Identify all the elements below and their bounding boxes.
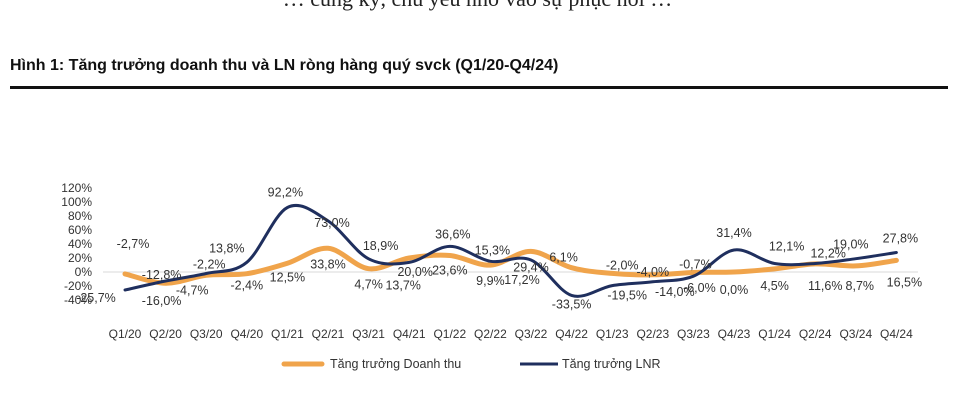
x-tick-label: Q3/22 (515, 327, 548, 341)
data-label-net-profit: -25,7% (76, 291, 116, 305)
x-tick-label: Q2/21 (312, 327, 345, 341)
data-label-revenue: 16,5% (887, 275, 922, 289)
data-label-net-profit: 31,4% (716, 226, 751, 240)
y-tick-label: 120% (61, 181, 92, 195)
x-tick-label: Q1/24 (758, 327, 791, 341)
data-label-net-profit: -6,0% (683, 281, 716, 295)
x-tick-label: Q1/22 (433, 327, 466, 341)
data-label-net-profit: 27,8% (883, 232, 918, 246)
x-tick-label: Q2/23 (636, 327, 669, 341)
x-tick-label: Q4/21 (393, 327, 426, 341)
data-label-net-profit: -2,2% (193, 258, 226, 272)
data-label-net-profit: -14,0% (655, 285, 695, 299)
x-tick-label: Q1/21 (271, 327, 304, 341)
top-text-fragment: … cùng kỳ, chủ yếu nhờ vào sự phục hồi … (0, 0, 955, 16)
data-label-revenue: 12,5% (270, 270, 305, 284)
data-label-revenue: 11,6% (808, 279, 843, 293)
data-label-revenue: -4,0% (636, 265, 669, 279)
x-tick-label: Q4/24 (880, 327, 913, 341)
x-tick-label: Q3/23 (677, 327, 710, 341)
data-label-revenue: -0,7% (679, 257, 712, 271)
x-tick-label: Q2/20 (149, 327, 182, 341)
y-tick-label: 40% (68, 237, 92, 251)
x-tick-label: Q3/21 (352, 327, 385, 341)
data-label-revenue: 20,0% (397, 265, 432, 279)
data-label-revenue: 23,6% (432, 263, 467, 277)
data-label-net-profit: -33,5% (552, 297, 592, 311)
series-line-revenue (122, 245, 899, 286)
x-tick-label: Q4/23 (718, 327, 751, 341)
data-label-revenue: -2,4% (230, 279, 263, 293)
data-label-revenue: 8,7% (846, 279, 875, 293)
data-label-revenue: -2,0% (606, 258, 639, 272)
y-tick-label: -40% (64, 293, 92, 307)
data-label-net-profit: -12,8% (142, 268, 182, 282)
data-label-net-profit: 18,9% (363, 239, 398, 253)
data-label-net-profit: 19,0% (833, 238, 868, 252)
data-label-revenue: 33,8% (310, 257, 345, 271)
data-label-net-profit: 13,7% (385, 278, 420, 292)
x-tick-label: Q2/24 (799, 327, 832, 341)
data-label-revenue: -16,0% (142, 294, 182, 308)
data-label-revenue: 4,7% (354, 278, 383, 292)
data-label-net-profit: 13,8% (209, 241, 244, 255)
data-label-net-profit: 17,2% (504, 273, 539, 287)
data-label-net-profit: 12,2% (810, 246, 845, 260)
y-tick-label: 20% (68, 251, 92, 265)
legend-label-revenue: Tăng trưởng Doanh thu (330, 357, 461, 371)
data-label-revenue: 4,5% (760, 279, 789, 293)
data-label-revenue: 0,0% (720, 283, 749, 297)
data-label-net-profit: -19,5% (607, 289, 647, 303)
chart-title: Hình 1: Tăng trưởng doanh thu và LN ròng… (10, 57, 559, 74)
x-tick-label: Q1/23 (596, 327, 629, 341)
data-label-revenue: -2,7% (117, 237, 150, 251)
x-tick-label: Q2/22 (474, 327, 507, 341)
data-label-net-profit: 73,0% (314, 216, 349, 230)
data-label-net-profit: 36,6% (435, 227, 470, 241)
legend-label-net-profit: Tăng trưởng LNR (562, 357, 661, 371)
x-tick-label: Q4/22 (555, 327, 588, 341)
series-line-net-profit (123, 203, 898, 298)
data-label-revenue: 29,4% (513, 260, 548, 274)
y-tick-label: 60% (68, 223, 92, 237)
title-underline (10, 86, 948, 89)
data-label-revenue: 9,9% (476, 274, 505, 288)
data-label-net-profit: 15,3% (475, 243, 510, 257)
x-tick-label: Q3/24 (839, 327, 872, 341)
x-tick-label: Q3/20 (190, 327, 223, 341)
y-tick-label: 0% (75, 265, 93, 279)
y-tick-label: 80% (68, 209, 92, 223)
data-label-revenue: -4,7% (176, 283, 209, 297)
y-tick-label: -20% (64, 279, 92, 293)
data-label-net-profit: 92,2% (268, 185, 303, 199)
data-label-net-profit: 12,1% (769, 240, 804, 254)
x-tick-label: Q1/20 (109, 327, 142, 341)
y-tick-label: 100% (61, 195, 92, 209)
data-label-revenue: 6,1% (549, 251, 578, 265)
x-tick-label: Q4/20 (230, 327, 263, 341)
